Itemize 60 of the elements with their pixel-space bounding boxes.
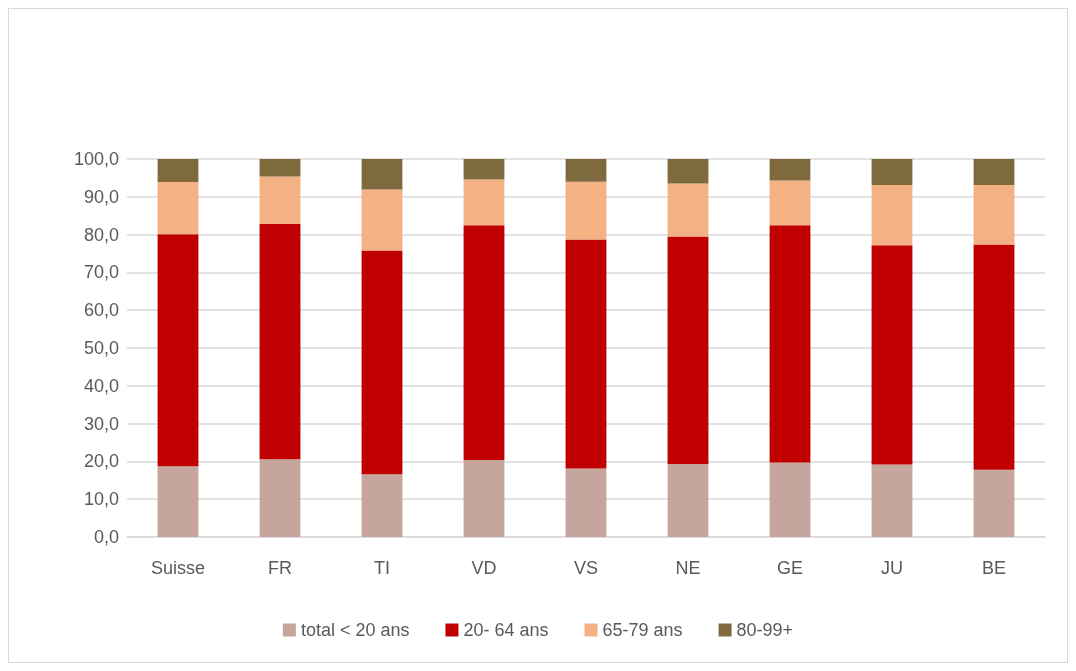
bar (667, 183, 709, 237)
legend-label: 65-79 ans (602, 620, 683, 640)
bar (361, 159, 403, 190)
y-tick-label: 100,0 (73, 149, 119, 169)
bar (463, 179, 505, 226)
x-tick-label: NE (675, 558, 701, 578)
x-tick-label: GE (776, 558, 804, 578)
bar (259, 159, 301, 177)
bar (361, 250, 403, 475)
bar (463, 459, 505, 537)
bar (871, 159, 913, 186)
bar (973, 244, 1015, 470)
x-tick-label: FR (268, 558, 292, 578)
bar (259, 176, 301, 225)
y-tick-label: 30,0 (83, 413, 119, 434)
bar (871, 185, 913, 246)
x-tick-label: VD (471, 558, 497, 578)
y-tick-label: 20,0 (83, 451, 119, 472)
bar (973, 185, 1015, 245)
legend-label: 20- 64 ans (463, 620, 549, 640)
x-tick-label: VS (573, 558, 599, 578)
bar (157, 234, 199, 467)
bar (973, 469, 1015, 537)
y-tick-label: 10,0 (83, 489, 119, 510)
bar (259, 459, 301, 537)
bar (361, 474, 403, 537)
y-tick-label: 0,0 (93, 527, 119, 547)
legend-label: total < 20 ans (300, 620, 410, 640)
bar (565, 468, 607, 537)
y-tick-label: 60,0 (83, 300, 119, 321)
legend-label: 80-99+ (736, 620, 794, 640)
bar (769, 159, 811, 181)
y-tick-label: 90,0 (83, 186, 119, 207)
bar (769, 225, 811, 463)
bar (157, 182, 199, 235)
y-tick-label: 40,0 (83, 375, 119, 396)
x-tick-label: JU (881, 558, 903, 578)
y-tick-label: 50,0 (83, 338, 119, 358)
bar (667, 236, 709, 465)
y-tick-label: 80,0 (83, 224, 119, 245)
bar (667, 464, 709, 537)
y-tick-label: 70,0 (83, 262, 119, 283)
bar (871, 464, 913, 537)
bar (463, 159, 505, 180)
bar (667, 159, 709, 184)
bar (769, 180, 811, 226)
bar (157, 159, 199, 183)
bar (259, 224, 301, 460)
bar (769, 462, 811, 537)
bar (463, 225, 505, 460)
bar (565, 159, 607, 182)
bar (565, 239, 607, 469)
bar (361, 189, 403, 251)
bar (973, 159, 1015, 186)
x-tick-label: Suisse (150, 558, 206, 578)
bar (871, 245, 913, 465)
x-tick-label: BE (981, 558, 1007, 578)
x-tick-label: TI (374, 558, 390, 578)
bar (565, 181, 607, 240)
bar (157, 466, 199, 537)
